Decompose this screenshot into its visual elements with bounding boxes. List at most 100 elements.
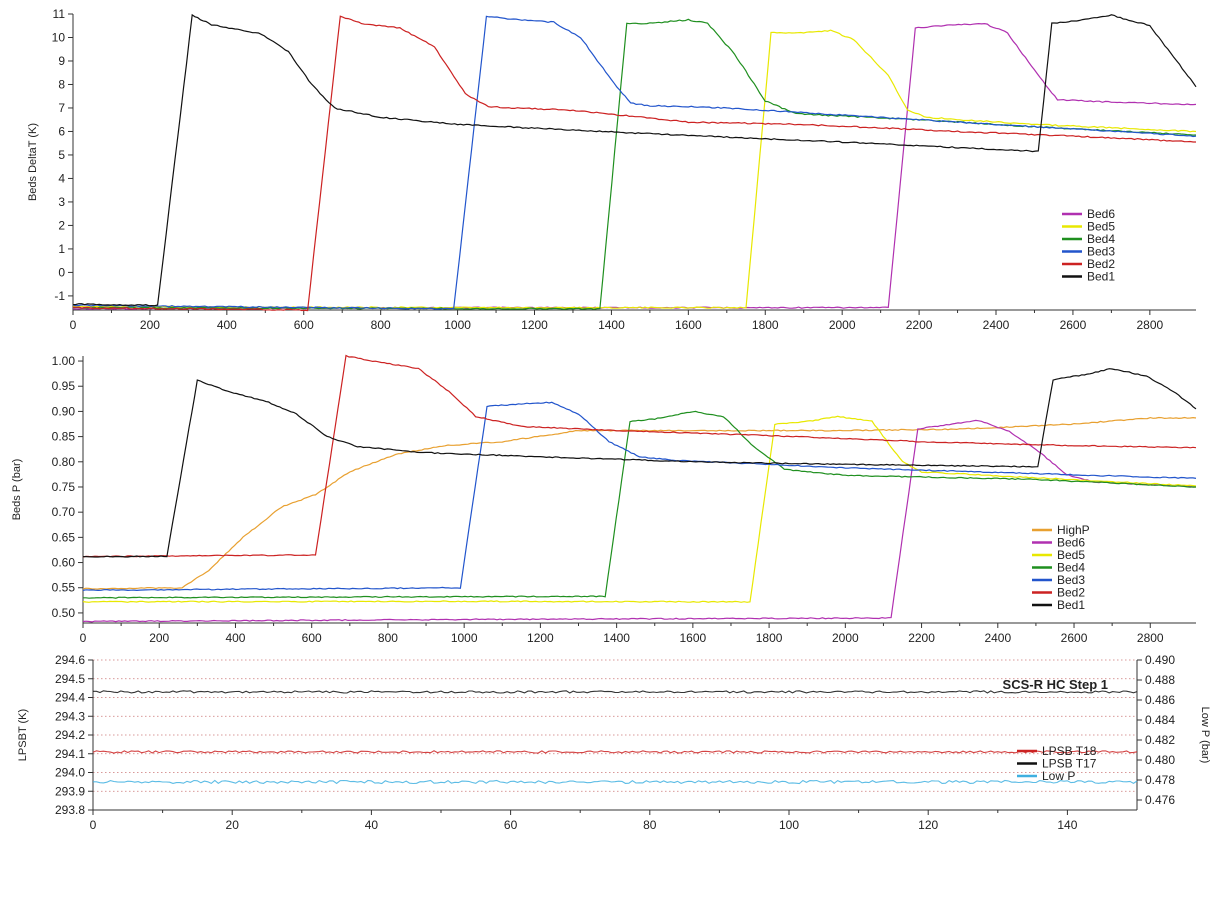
legend-label: HighP	[1057, 523, 1090, 537]
x-tick-label: 2000	[829, 318, 856, 332]
y-axis-label: Beds DeltaT (K)	[27, 123, 39, 201]
x-tick-label: 2200	[908, 631, 935, 645]
x-tick-label: 120	[918, 818, 938, 832]
legend-label: Bed3	[1087, 245, 1115, 259]
y-tick-label: 8	[58, 77, 65, 91]
legend-label: Bed4	[1087, 232, 1115, 246]
y-tick-label: 5	[58, 148, 65, 162]
y2-axis-label: Low P (bar)	[1199, 707, 1211, 764]
x-tick-label: 2400	[983, 318, 1010, 332]
x-tick-label: 2800	[1136, 318, 1163, 332]
y-tick-label: 1	[58, 242, 65, 256]
x-tick-label: 1600	[675, 318, 702, 332]
legend-label: Bed2	[1057, 586, 1085, 600]
series-line-highp	[82, 416, 1197, 590]
y-tick-label: 0.80	[52, 455, 76, 469]
series-line-low-p	[93, 779, 1138, 785]
y-tick-label: 0.55	[52, 581, 76, 595]
y2-tick-label: 0.488	[1145, 673, 1175, 687]
x-tick-label: 1400	[603, 631, 630, 645]
y-tick-label: 7	[58, 101, 65, 115]
y-tick-label: -1	[54, 289, 65, 303]
x-tick-label: 400	[217, 318, 237, 332]
x-tick-label: 2600	[1061, 631, 1088, 645]
y-tick-label: 11	[53, 7, 66, 21]
y-tick-label: 0.50	[52, 606, 76, 620]
y-tick-label: 2	[58, 218, 65, 232]
y-axis-label: Beds P (bar)	[11, 459, 23, 521]
x-tick-label: 100	[779, 818, 799, 832]
legend-label: LPSB T17	[1042, 757, 1097, 771]
y-tick-label: 293.8	[55, 803, 85, 817]
y-tick-label: 294.0	[55, 766, 85, 780]
y-tick-label: 0.85	[52, 430, 76, 444]
x-tick-label: 2000	[832, 631, 859, 645]
series-line-lpsb-t17	[93, 690, 1138, 694]
series-line-bed1	[72, 13, 1197, 307]
x-tick-label: 600	[294, 318, 314, 332]
series-line-bed2	[82, 354, 1197, 558]
y-tick-label: 0.90	[52, 404, 76, 418]
y2-tick-label: 0.490	[1145, 653, 1175, 667]
y-tick-label: 6	[58, 124, 65, 138]
legend-label: Low P	[1042, 769, 1075, 783]
y-tick-label: 294.1	[55, 747, 85, 761]
y-axis-label: LPSBT (K)	[17, 709, 29, 761]
x-tick-label: 1800	[756, 631, 783, 645]
series-line-bed6	[82, 419, 1197, 623]
y2-tick-label: 0.478	[1145, 773, 1175, 787]
legend-label: LPSB T18	[1042, 744, 1097, 758]
x-tick-label: 0	[70, 318, 77, 332]
y2-tick-label: 0.476	[1145, 793, 1175, 807]
x-tick-label: 40	[365, 818, 379, 832]
legend-label: Bed3	[1057, 573, 1085, 587]
y2-tick-label: 0.482	[1145, 733, 1175, 747]
x-tick-label: 20	[226, 818, 240, 832]
legend-label: Bed1	[1057, 598, 1085, 612]
series-line-bed1	[82, 368, 1197, 558]
y-tick-label: 10	[52, 30, 66, 44]
x-tick-label: 200	[149, 631, 169, 645]
y2-tick-label: 0.486	[1145, 693, 1175, 707]
series-line-bed4	[72, 18, 1197, 310]
y-tick-label: 4	[58, 171, 65, 185]
y-tick-label: 0	[58, 265, 65, 279]
x-tick-label: 800	[378, 631, 398, 645]
x-tick-label: 2800	[1137, 631, 1164, 645]
y2-tick-label: 0.484	[1145, 713, 1175, 727]
x-tick-label: 2600	[1060, 318, 1087, 332]
x-tick-label: 140	[1057, 818, 1077, 832]
x-tick-label: 1400	[598, 318, 625, 332]
series-line-bed5	[72, 29, 1197, 309]
legend-label: Bed6	[1057, 536, 1085, 550]
x-tick-label: 1200	[527, 631, 554, 645]
x-tick-label: 1800	[752, 318, 779, 332]
series-line-bed3	[72, 15, 1197, 310]
x-tick-label: 60	[504, 818, 518, 832]
x-tick-label: 200	[140, 318, 160, 332]
x-tick-label: 1600	[680, 631, 707, 645]
legend-label: Bed1	[1087, 270, 1115, 284]
series-line-bed6	[72, 22, 1197, 310]
x-tick-label: 1000	[444, 318, 471, 332]
y-tick-label: 294.6	[55, 653, 85, 667]
legend-label: Bed6	[1087, 207, 1115, 221]
y-tick-label: 294.3	[55, 709, 85, 723]
y2-tick-label: 0.480	[1145, 753, 1175, 767]
x-tick-label: 2400	[984, 631, 1011, 645]
series-line-bed2	[72, 15, 1196, 312]
y-tick-label: 9	[58, 54, 65, 68]
x-tick-label: 600	[302, 631, 322, 645]
y-tick-label: 293.9	[55, 784, 85, 798]
y-tick-label: 294.2	[55, 728, 85, 742]
x-tick-label: 800	[371, 318, 391, 332]
series-line-bed3	[82, 401, 1197, 592]
y-tick-label: 3	[58, 195, 65, 209]
legend-label: Bed5	[1057, 548, 1085, 562]
y-tick-label: 0.65	[52, 530, 76, 544]
chart-title: SCS-R HC Step 1	[1003, 677, 1108, 692]
x-tick-label: 0	[80, 631, 87, 645]
y-tick-label: 0.75	[52, 480, 76, 494]
